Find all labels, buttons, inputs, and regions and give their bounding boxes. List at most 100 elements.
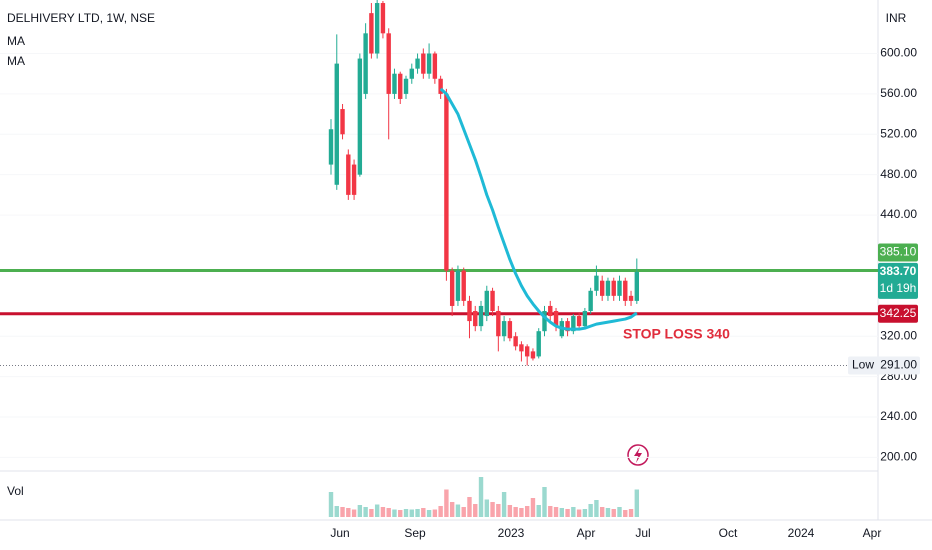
volume-bar [634, 489, 640, 517]
volume-bar [334, 506, 339, 517]
candle-body [507, 321, 513, 339]
candle-body [449, 270, 455, 306]
candle-body [369, 13, 374, 54]
volume-bar [553, 507, 559, 517]
volume-bar [571, 507, 576, 517]
candle-body [415, 58, 420, 69]
candle-body [478, 305, 484, 327]
volume-bar [524, 506, 530, 517]
candle-body [409, 68, 414, 79]
candle-body [628, 295, 634, 301]
volume-bar [536, 505, 541, 517]
chart-title: DELHIVERY LTD, 1W, NSE [7, 11, 155, 25]
candle-body [519, 344, 524, 352]
y-tick-label: 440.00 [880, 207, 917, 221]
y-tick-label: 200.00 [880, 450, 917, 464]
candle-body [473, 310, 478, 327]
candle-body [328, 129, 334, 165]
candle-body [594, 275, 599, 291]
volume-bar [363, 507, 368, 517]
candle-body [403, 78, 409, 94]
volume-bar [398, 510, 403, 517]
candle-body [346, 154, 351, 195]
volume-bar [628, 509, 634, 517]
volume-bar [611, 509, 616, 517]
y-tick-label: 320.00 [880, 328, 917, 342]
low-name: Low [852, 358, 874, 372]
x-tick-label: Apr [863, 526, 882, 540]
x-tick-label: 2023 [498, 526, 525, 540]
candle-body [467, 300, 472, 322]
volume-bar [565, 509, 570, 517]
candle-body [340, 109, 345, 135]
y-tick-label: 560.00 [880, 86, 917, 100]
candle-body [623, 280, 628, 301]
candle-body [542, 310, 547, 332]
volume-bar [467, 497, 472, 517]
volume-bar [501, 492, 507, 517]
candle-body [513, 336, 518, 347]
x-tick-label: Sep [404, 526, 426, 540]
volume-bar [582, 509, 588, 517]
candle-body [634, 271, 640, 301]
candle-body [438, 78, 443, 94]
candle-body [536, 331, 541, 357]
y-tick-label: 600.00 [880, 46, 917, 60]
volume-bar [478, 477, 484, 517]
last-price-box [878, 262, 918, 299]
volume-bar [473, 504, 478, 517]
volume-bar [542, 487, 547, 517]
volume-bar [340, 507, 345, 517]
y-tick-label: 480.00 [880, 167, 917, 181]
candle-body [582, 310, 588, 327]
volume-bar [328, 492, 334, 517]
y-tick-label: 520.00 [880, 126, 917, 140]
candle-body [334, 63, 339, 185]
candle-body [599, 280, 605, 296]
volume-bar [346, 508, 351, 517]
volume-bar [530, 498, 536, 517]
candle-body [548, 305, 553, 317]
candle-body [553, 310, 559, 327]
volume-label: Vol [7, 484, 24, 498]
price-label-box [878, 304, 918, 323]
candle-body [588, 290, 593, 311]
candle-body [380, 3, 386, 34]
candle-body [444, 93, 449, 271]
indicator-label: MA [7, 54, 25, 68]
volume-bar [409, 509, 414, 517]
candle-body [398, 73, 403, 99]
candle-body [461, 270, 466, 301]
candle-body [455, 270, 461, 301]
countdown-label: 1d 19h [880, 281, 917, 295]
moving-average-line [439, 87, 638, 331]
volume-bar [588, 504, 593, 517]
x-tick-label: 2024 [788, 526, 815, 540]
volume-bar [461, 507, 466, 517]
candle-body [617, 280, 622, 296]
volume-bar [490, 502, 495, 517]
volume-bar [617, 507, 622, 517]
candle-body [611, 280, 616, 296]
volume-bar [513, 507, 518, 517]
candle-body [490, 290, 495, 311]
candle-body [386, 33, 391, 94]
volume-bar [403, 509, 409, 517]
volume-bar [623, 510, 628, 517]
candle-body [357, 58, 363, 175]
volume-bar [432, 509, 438, 517]
volume-bar [380, 507, 386, 517]
price-label: 385.10 [880, 245, 917, 259]
low-label: 291.00 [880, 358, 917, 372]
volume-bar [576, 509, 582, 517]
volume-bar [559, 508, 564, 517]
x-tick-label: Jul [635, 526, 650, 540]
volume-bar [507, 505, 513, 517]
candle-body [565, 321, 570, 332]
candle-body [524, 346, 530, 357]
candle-body [363, 33, 368, 94]
candle-body [351, 164, 357, 195]
candle-body [496, 310, 501, 337]
